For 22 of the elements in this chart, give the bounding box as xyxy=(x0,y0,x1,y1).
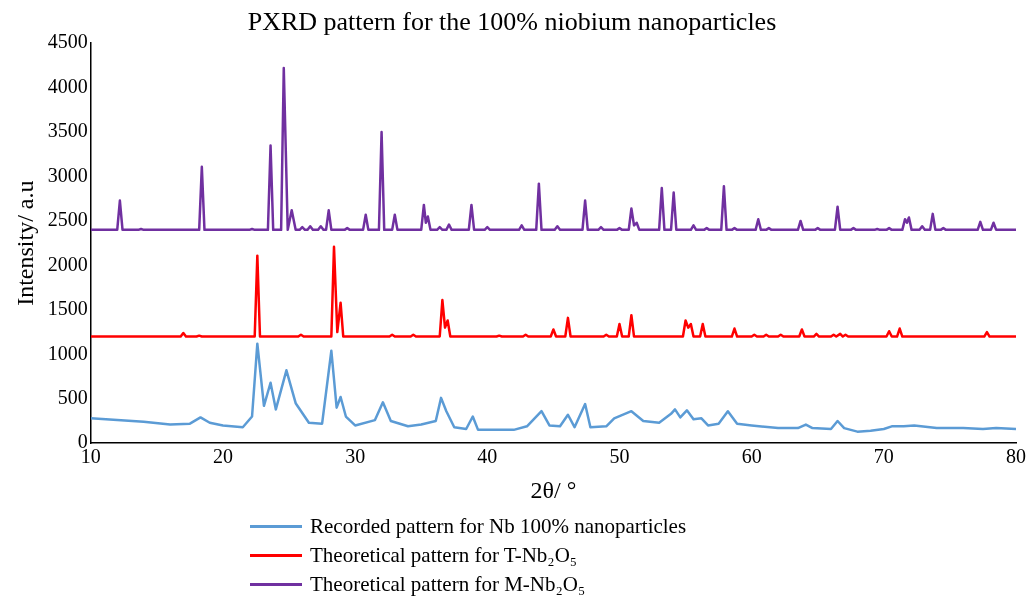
y-tick-label: 3000 xyxy=(47,163,88,186)
y-axis-title: Intensity/ a.u xyxy=(11,180,38,306)
y-tick-label: 4000 xyxy=(47,74,88,97)
y-tick-label: 4500 xyxy=(47,30,88,53)
x-tick-label: 60 xyxy=(741,445,762,468)
x-axis-title: 2θ/ ° xyxy=(530,476,577,503)
x-tick-label: 80 xyxy=(1006,445,1026,468)
chart-title: PXRD pattern for the 100% niobium nanoparticles xyxy=(247,7,777,37)
legend-label: Theoretical pattern for T-Nb₂O₅ xyxy=(310,542,578,569)
y-tick-label: 2500 xyxy=(47,208,88,231)
legend-label: Recorded pattern for Nb 100% nanoparticles xyxy=(310,513,687,540)
x-tick-label: 30 xyxy=(345,445,366,468)
legend-label: Theoretical pattern for M-Nb₂O₅ xyxy=(310,571,586,598)
y-tick-label: 1500 xyxy=(47,297,88,320)
y-tick-label: 3500 xyxy=(47,119,88,142)
x-tick-label: 50 xyxy=(609,445,630,468)
y-tick-label: 1000 xyxy=(47,341,88,364)
x-tick-label: 70 xyxy=(873,445,894,468)
y-tick-label: 2000 xyxy=(47,252,88,275)
x-tick-label: 20 xyxy=(212,445,233,468)
x-tick-label: 40 xyxy=(477,445,498,468)
y-tick-label: 500 xyxy=(57,386,88,409)
